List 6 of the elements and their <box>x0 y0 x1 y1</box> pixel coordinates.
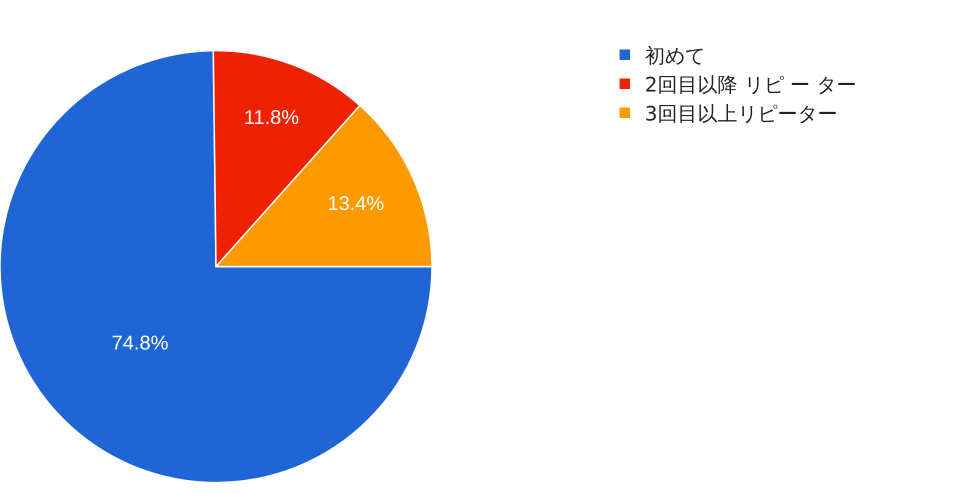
legend-label: 2回目以降 リピ ー ター <box>644 72 857 97</box>
data-label: 13.4% <box>327 192 384 215</box>
data-label: 11.8% <box>244 107 300 130</box>
legend-label: 初めて <box>644 44 705 68</box>
data-label: 74.8% <box>112 332 169 354</box>
legend-label: 3回目以上リピーター <box>644 102 838 126</box>
